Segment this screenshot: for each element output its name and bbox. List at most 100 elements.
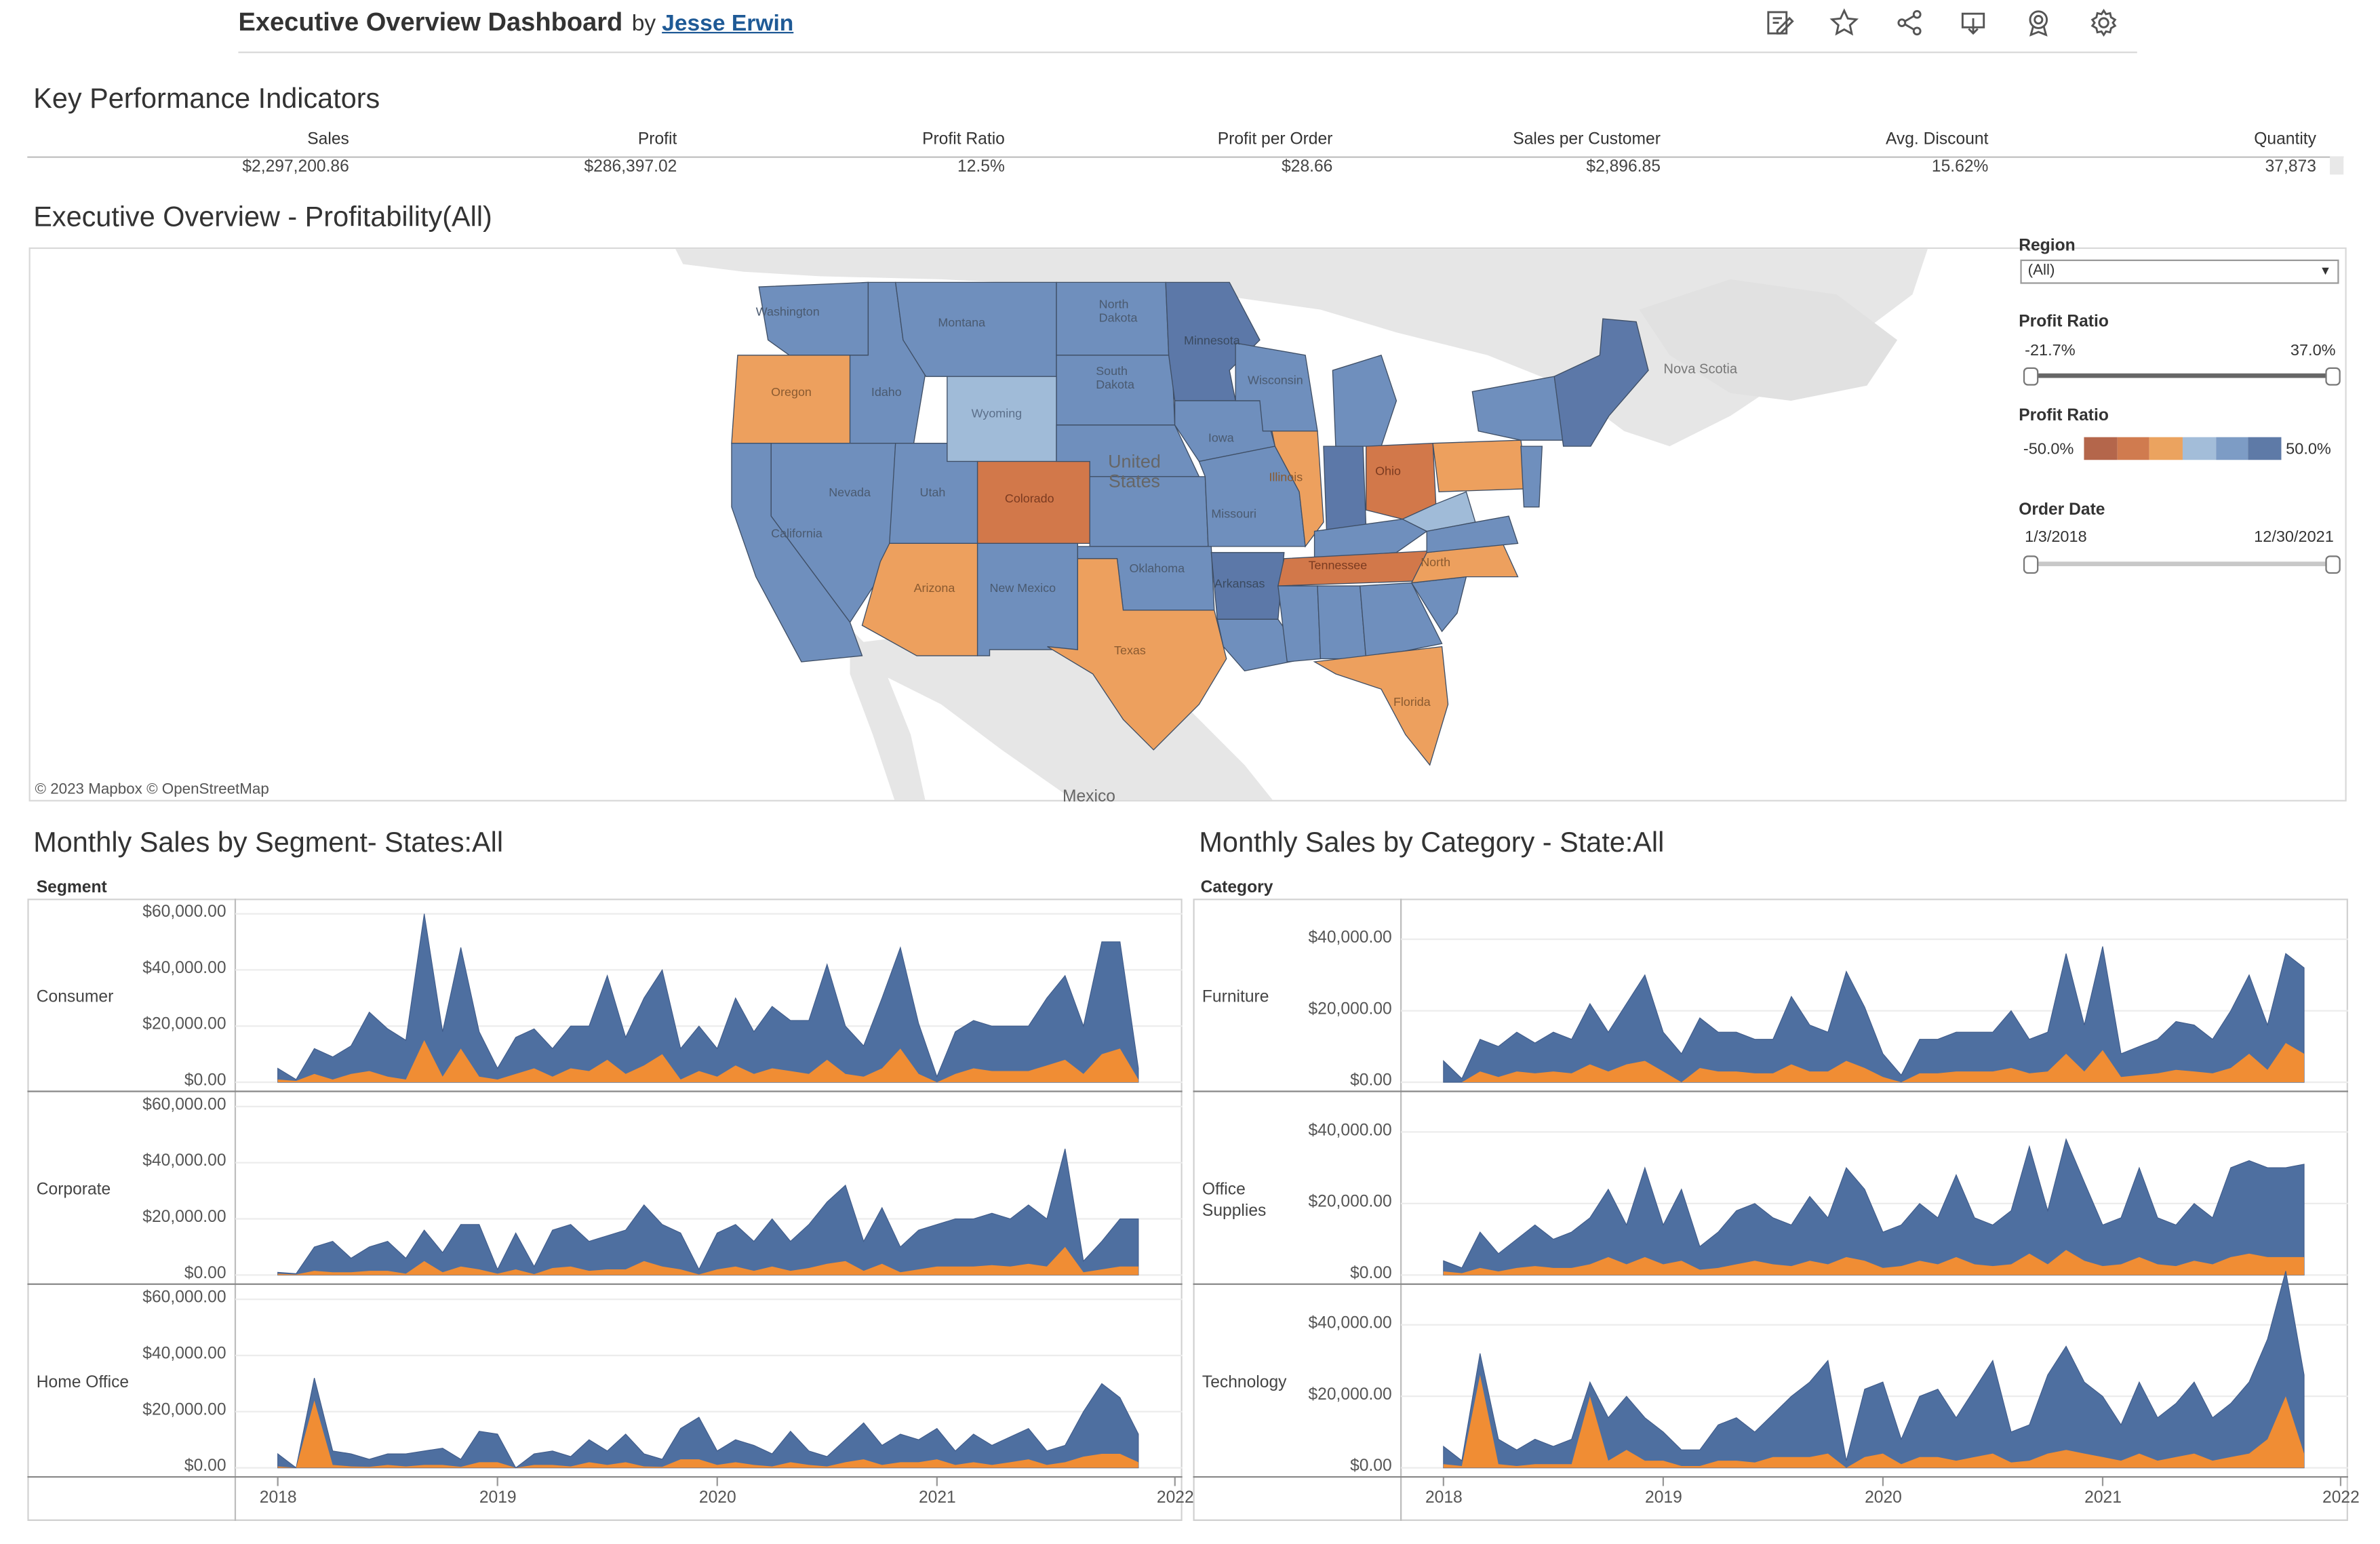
- mexico-landmass: [850, 628, 1273, 800]
- profit-area-furniture[interactable]: [1443, 1043, 2305, 1083]
- profit-area-office-supplies[interactable]: [1443, 1250, 2305, 1275]
- legend-swatch: [2182, 437, 2216, 460]
- sales-area-furniture[interactable]: [1443, 946, 2305, 1083]
- map-label-florida: Florida: [1393, 695, 1431, 709]
- title-text: Executive Overview Dashboard: [238, 7, 623, 37]
- profit-ratio-legend-label: Profit Ratio: [2019, 406, 2109, 425]
- kpi-sales-label: Sales: [307, 130, 349, 149]
- state-new-mexico: [976, 542, 1079, 656]
- region-dropdown[interactable]: (All) ▼: [2020, 259, 2339, 284]
- panel-label-furniture: Furniture: [1202, 988, 1269, 1007]
- y-tick-label: $20,000.00: [1308, 1385, 1392, 1404]
- y-tick-label: $40,000.00: [142, 1345, 226, 1364]
- kpi-sales-per-customer-value: $2,896.85: [1586, 157, 1661, 176]
- y-tick-label: $0.00: [1350, 1457, 1392, 1476]
- kpi-profit-value: $286,397.02: [584, 157, 677, 176]
- x-tick-label-2022: 2022: [2322, 1488, 2360, 1507]
- y-tick-label: $20,000.00: [1308, 999, 1392, 1018]
- kpi-quantity-value: 37,873: [2265, 157, 2316, 176]
- sales-area-corporate[interactable]: [277, 1148, 1139, 1275]
- sales-area-consumer[interactable]: [277, 913, 1139, 1083]
- sales-area-home-office[interactable]: [277, 1377, 1139, 1469]
- order-date-slider-track[interactable]: [2029, 561, 2335, 566]
- kpi-sales: Sales $2,297,200.86: [27, 131, 349, 176]
- legend-max: 50.0%: [2286, 440, 2331, 459]
- y-tick-label: $20,000.00: [142, 1015, 226, 1034]
- panel-label-consumer: Consumer: [36, 988, 114, 1007]
- legend-swatch: [2149, 437, 2183, 460]
- state-georgia: [1359, 582, 1443, 660]
- state-wisconsin: [1235, 342, 1318, 432]
- state-michigan: [1332, 354, 1397, 447]
- order-date-slider-end-handle[interactable]: [2325, 555, 2341, 574]
- canada-east: [1639, 279, 1898, 401]
- kpi-profit-per-order: Profit per Order $28.66: [1005, 131, 1333, 176]
- badge-icon[interactable]: [2023, 7, 2054, 38]
- map-label-nova-scotia: Nova Scotia: [1663, 361, 1738, 377]
- star-icon[interactable]: [1829, 7, 1859, 38]
- kpi-avg-discount-label: Avg. Discount: [1885, 130, 1989, 149]
- map-label-south-dakota: South Dakota: [1096, 364, 1134, 392]
- profit-ratio-slider-min-handle[interactable]: [2023, 367, 2039, 386]
- category-header: Category: [1200, 879, 1273, 897]
- kpi-title: Key Performance Indicators: [33, 81, 380, 114]
- y-tick-label: $0.00: [184, 1457, 226, 1476]
- kpi-profit-ratio-value: 12.5%: [957, 157, 1005, 176]
- sales-area-office-supplies[interactable]: [1443, 1138, 2305, 1275]
- map-label-colorado: Colorado: [1004, 492, 1054, 506]
- kpi-profit: Profit $286,397.02: [349, 131, 677, 176]
- author-link[interactable]: Jesse Erwin: [662, 10, 794, 37]
- x-tick-label-2018: 2018: [259, 1488, 297, 1507]
- order-date-start: 1/3/2018: [2025, 528, 2087, 547]
- x-tick-label-2022: 2022: [1156, 1488, 1194, 1507]
- kpi-profit-ratio-label: Profit Ratio: [922, 130, 1005, 149]
- x-tick-label-2020: 2020: [698, 1488, 736, 1507]
- download-icon[interactable]: [1958, 7, 1989, 38]
- legend-swatch: [2215, 437, 2249, 460]
- profit-area-consumer[interactable]: [277, 1040, 1138, 1083]
- settings-icon[interactable]: [2088, 7, 2119, 38]
- y-tick-label: $0.00: [184, 1071, 226, 1090]
- map-title: Executive Overview - Profitability(All): [33, 200, 492, 233]
- map-label-washington: Washington: [755, 304, 820, 319]
- order-date-filter-label: Order Date: [2019, 500, 2105, 519]
- map-label-arkansas: Arkansas: [1214, 576, 1265, 591]
- map-credit[interactable]: © 2023 Mapbox © OpenStreetMap: [35, 781, 269, 799]
- map-label-arizona: Arizona: [913, 581, 955, 595]
- profit-ratio-color-legend: [2084, 437, 2282, 460]
- map-label-oklahoma: Oklahoma: [1129, 561, 1185, 576]
- edit-icon[interactable]: [1764, 7, 1794, 38]
- state-virginia: [1426, 515, 1519, 553]
- x-tick-label-2021: 2021: [918, 1488, 956, 1507]
- profit-ratio-slider-track[interactable]: [2029, 373, 2335, 378]
- order-date-end: 12/30/2021: [2254, 528, 2334, 547]
- profit-area-corporate[interactable]: [277, 1246, 1138, 1275]
- kpi-sales-per-customer-label: Sales per Customer: [1513, 130, 1661, 149]
- y-tick-label: $0.00: [1350, 1264, 1392, 1283]
- order-date-slider-start-handle[interactable]: [2023, 555, 2039, 574]
- kpi-profit-ratio: Profit Ratio 12.5%: [677, 131, 1005, 176]
- y-tick-label: $60,000.00: [142, 903, 226, 922]
- state-new-jersey: [1520, 446, 1543, 508]
- kpi-avg-discount: Avg. Discount 15.62%: [1661, 130, 1989, 176]
- chevron-down-icon: ▼: [2319, 264, 2332, 278]
- by-text: by: [631, 10, 656, 37]
- region-dropdown-value: (All): [2027, 262, 2055, 279]
- map-label-oregon: Oregon: [771, 385, 812, 399]
- sales-area-technology[interactable]: [1443, 1271, 2305, 1469]
- chart-frame: [1193, 898, 2348, 1521]
- map-label-tennessee: Tennessee: [1308, 558, 1368, 572]
- kpi-sales-per-customer: Sales per Customer $2,896.85: [1332, 131, 1661, 176]
- profitability-map[interactable]: [28, 247, 2347, 801]
- segment-header: Segment: [36, 879, 107, 897]
- share-icon[interactable]: [1895, 7, 1925, 38]
- y-tick-label: $0.00: [184, 1264, 226, 1283]
- panel-label-office-supplies: Office Supplies: [1202, 1181, 1267, 1221]
- kpi-scrollbar[interactable]: [2330, 156, 2344, 175]
- profit-ratio-max: 37.0%: [2290, 341, 2336, 360]
- profit-ratio-slider-max-handle[interactable]: [2325, 367, 2341, 386]
- legend-min: -50.0%: [2023, 440, 2074, 459]
- map-label-montana: Montana: [938, 315, 986, 330]
- category-chart-title: Monthly Sales by Category - State:All: [1199, 825, 1665, 858]
